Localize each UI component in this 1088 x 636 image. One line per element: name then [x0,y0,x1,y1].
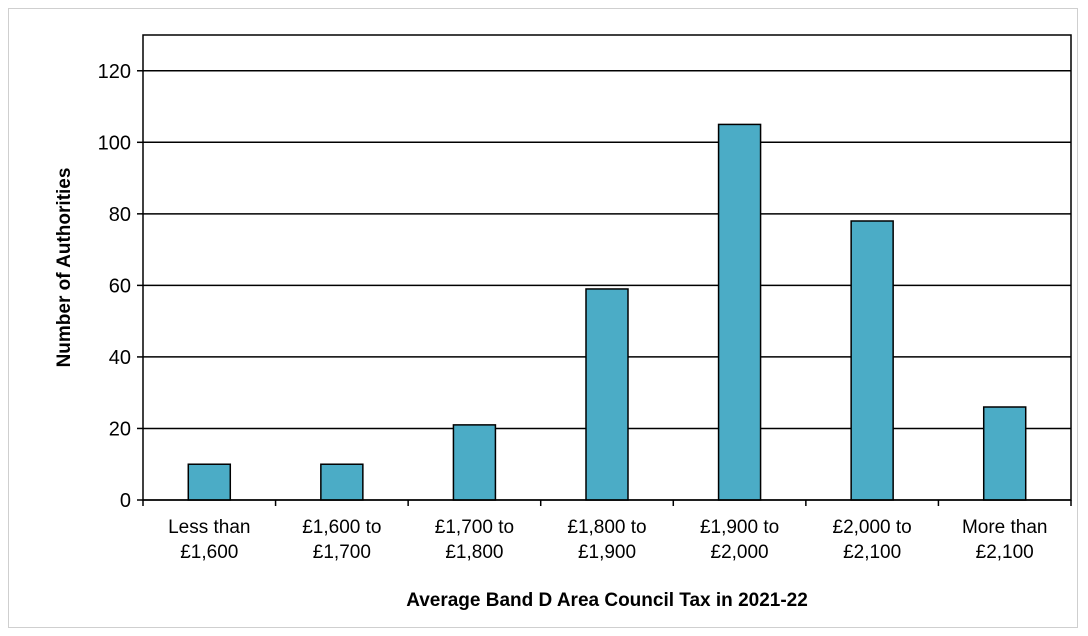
x-tick-label: £1,600 [180,542,238,563]
y-tick-labels: 0 20 40 60 80 100 120 [98,61,131,512]
y-axis-title: Number of Authorities [54,168,75,368]
bar [320,463,364,501]
y-tick-label: 80 [109,204,131,226]
y-tick-label: 0 [120,490,131,512]
x-tick-label: £2,100 [976,542,1034,563]
x-tick-label: £1,700 to [435,517,514,538]
y-tick-label: 120 [98,61,131,83]
bar [585,288,629,501]
x-tick-label: Less than [168,517,250,538]
x-tick-label: £1,900 [578,542,636,563]
x-tick-label: £1,800 [445,542,503,563]
plot-area-border [142,34,1072,501]
x-tick-label: £2,000 to [833,517,912,538]
x-tick-label: £2,100 [843,542,901,563]
bar [850,220,894,501]
y-tick-label: 100 [98,132,131,154]
bars [187,123,1027,501]
bar [982,406,1027,501]
bar [187,463,232,501]
bar [717,123,762,501]
x-tick-label: £1,800 to [567,517,646,538]
bar [452,424,497,501]
x-tick-label: £1,600 to [302,517,381,538]
chart-frame [8,8,1078,628]
x-tick-label: £1,900 to [700,517,779,538]
x-tick-label: More than [962,517,1048,538]
y-tick-label: 40 [109,347,131,369]
x-tick-labels: Less than £1,600 £1,600 to £1,700 £1,700 to £… [168,517,1047,563]
y-tick-label: 20 [109,418,131,440]
x-axis-title: Average Band D Area Council Tax in 2021-… [406,590,808,611]
x-tick-label: £1,700 [313,542,371,563]
x-tick-label: £2,000 [711,542,769,563]
y-tick-label: 60 [109,275,131,297]
